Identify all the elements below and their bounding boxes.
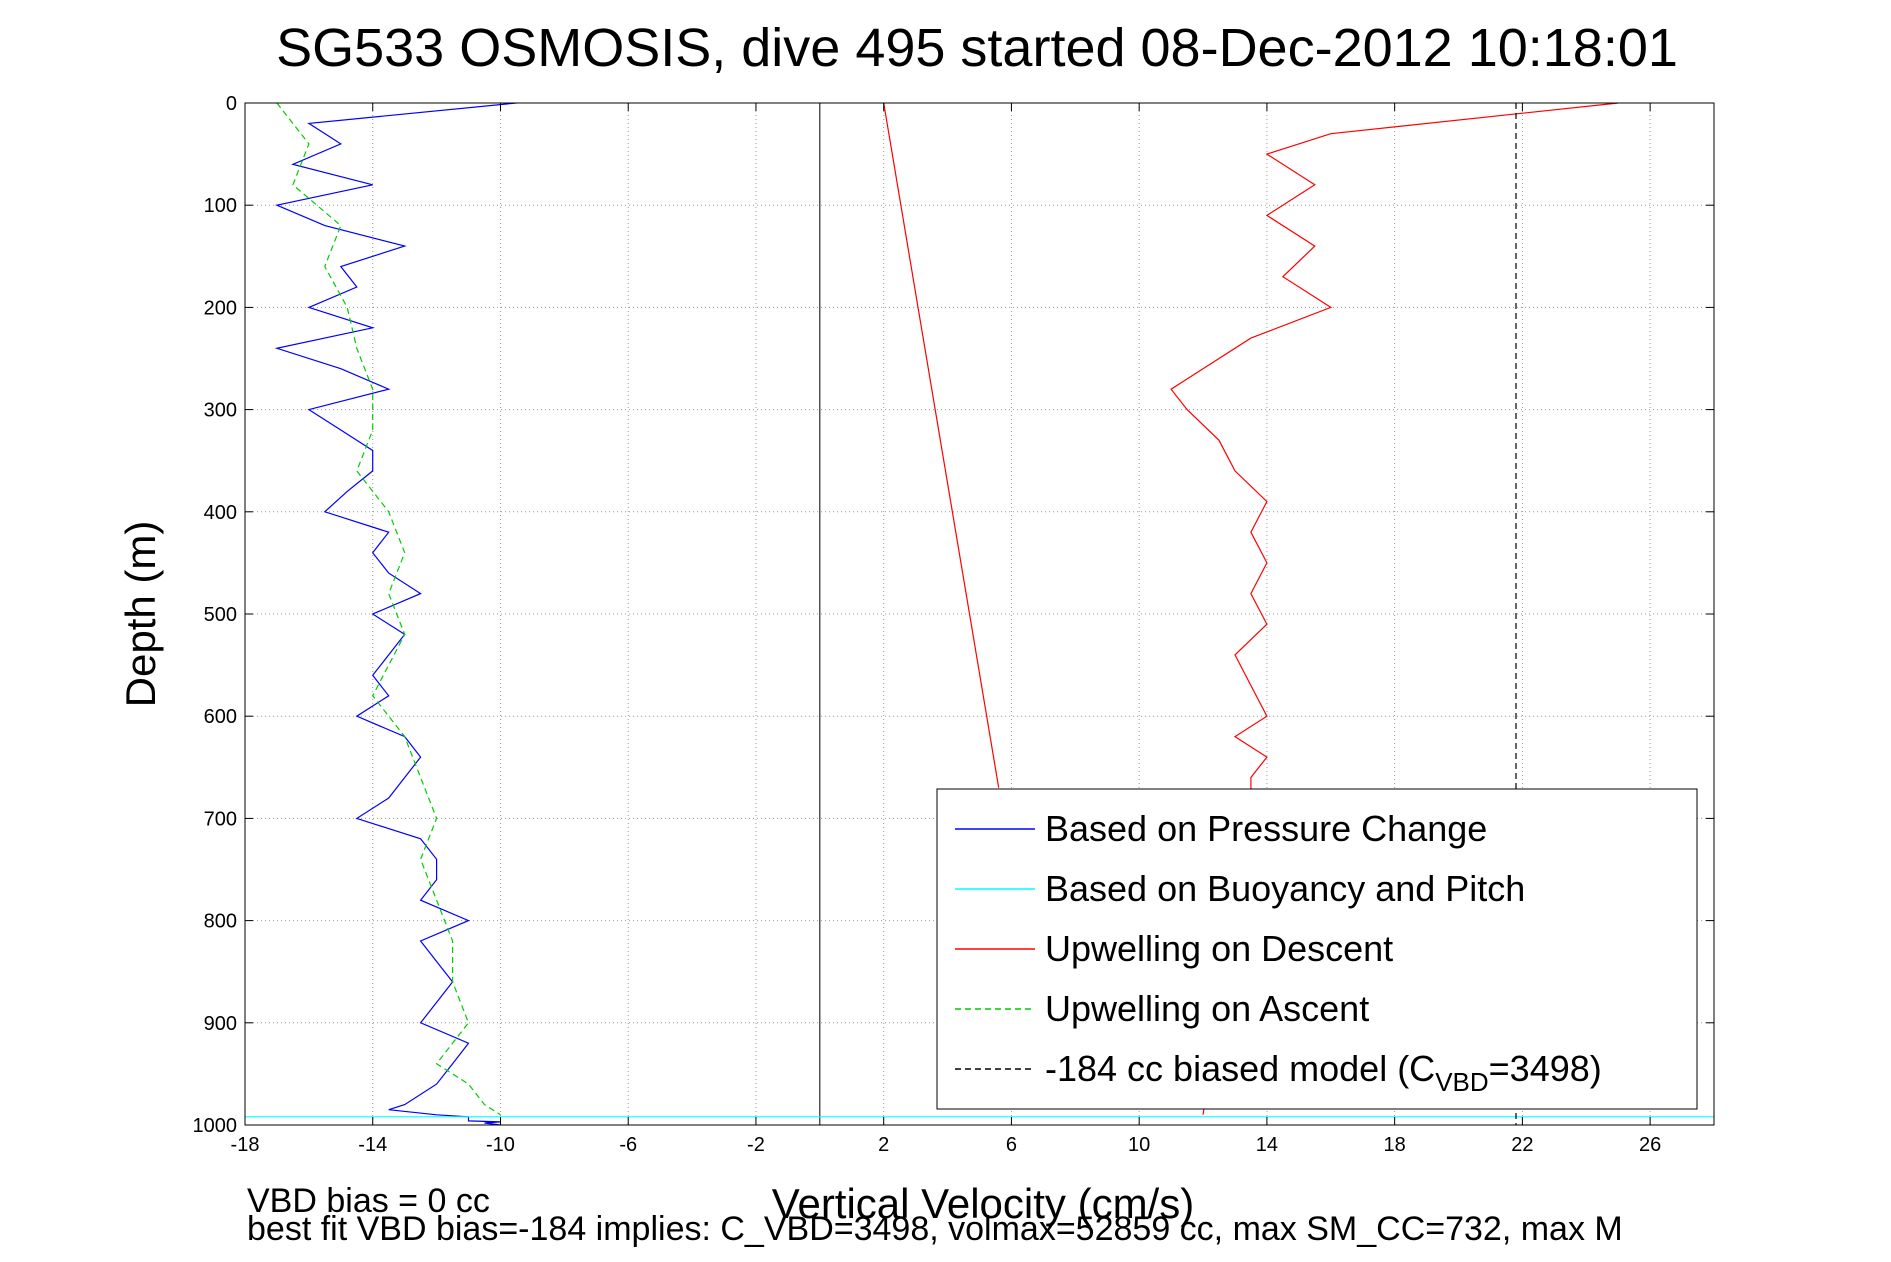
x-tick-label: 14: [1256, 1134, 1278, 1156]
legend-tail: =3498): [1489, 1048, 1602, 1089]
x-tick-label: -14: [358, 1134, 387, 1156]
legend-label: Based on Pressure Change: [1045, 808, 1487, 849]
legend: Based on Pressure Change Based on Buoyanc…: [936, 788, 1698, 1110]
y-tick-label: 500: [204, 604, 237, 626]
x-tick-label: -2: [747, 1134, 765, 1156]
x-tick-label: -10: [486, 1134, 515, 1156]
x-tick-label: -6: [619, 1134, 637, 1156]
y-axis-label: Depth (m): [117, 521, 164, 708]
x-tick-label: 26: [1639, 1134, 1661, 1156]
legend-box: [936, 788, 1698, 1110]
y-tick-label: 900: [204, 1013, 237, 1035]
chart-title: SG533 OSMOSIS, dive 495 started 08-Dec-2…: [276, 18, 1678, 78]
series-upwelling-on-ascent: [276, 102, 501, 1116]
legend-label: Upwelling on Ascent: [1045, 988, 1369, 1029]
x-tick-label: 10: [1128, 1134, 1150, 1156]
y-tick-label: 200: [204, 297, 237, 319]
axis-ticks: -18 -14 -10 -6 -2 2 6 10 14 18 22 26010020030040050…: [193, 93, 1714, 1156]
y-tick-label: 600: [204, 706, 237, 728]
y-tick-label: 300: [204, 400, 237, 422]
x-tick-label: -18: [231, 1134, 260, 1156]
legend-label: -184 cc biased model (CVBD=3498): [1045, 1048, 1602, 1097]
x-tick-label: 2: [878, 1134, 889, 1156]
y-tick-label: 800: [204, 911, 237, 933]
y-tick-label: 100: [204, 195, 237, 217]
x-tick-label: 18: [1384, 1134, 1406, 1156]
legend-label: Upwelling on Descent: [1045, 928, 1393, 969]
vbd-bias-note: VBD bias = 0 cc: [247, 1182, 490, 1220]
model-line: [883, 102, 1000, 788]
legend-subscript: VBD: [1435, 1067, 1488, 1097]
x-axis-label: Vertical Velocity (cm/s): [772, 1180, 1194, 1227]
y-tick-label: 1000: [193, 1115, 238, 1137]
y-tick-label: 400: [204, 502, 237, 524]
series-based-on-pressure-change: [274, 102, 517, 1126]
legend-label: Based on Buoyancy and Pitch: [1045, 868, 1525, 909]
y-tick-label: 700: [204, 808, 237, 830]
best-fit-note: best fit VBD bias=-184 implies: C_VBD=34…: [247, 1210, 1623, 1248]
x-tick-label: 6: [1006, 1134, 1017, 1156]
x-tick-label: 22: [1511, 1134, 1533, 1156]
y-tick-label: 0: [226, 93, 237, 115]
